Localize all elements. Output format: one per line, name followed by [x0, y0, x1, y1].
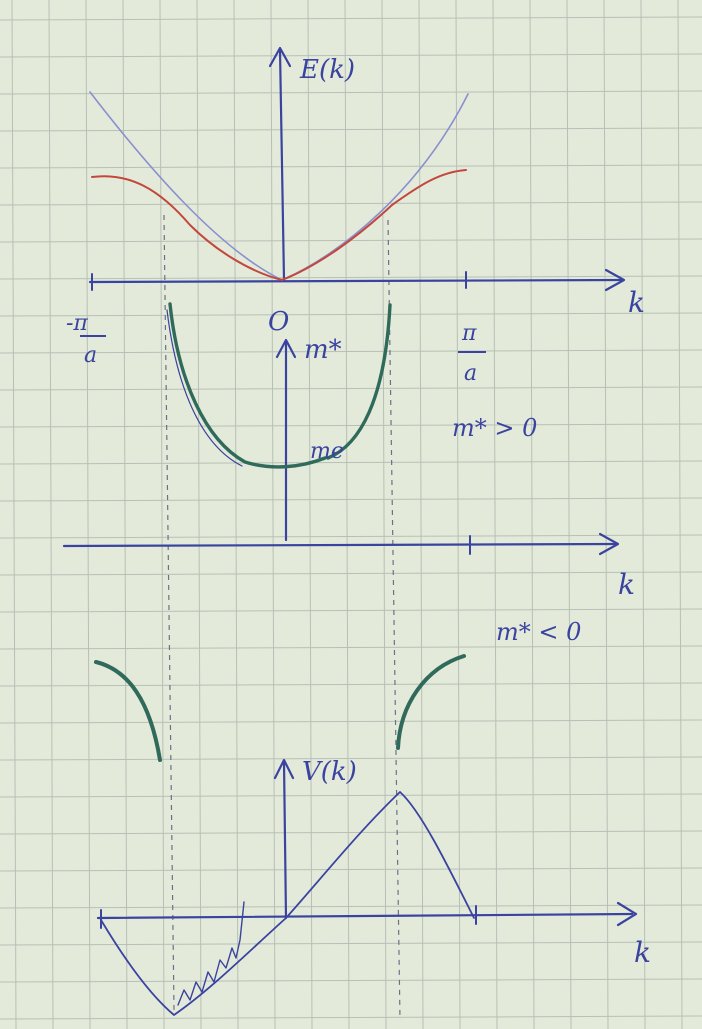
- grid-line-horizontal: [0, 127, 702, 132]
- grid-line-horizontal: [0, 571, 702, 576]
- grid-line-horizontal: [0, 867, 702, 872]
- k-axis-mid-arrowhead: [598, 532, 620, 556]
- positive-mass-curve-shadow: [166, 309, 243, 467]
- k-axis-top-arrowhead: [604, 268, 626, 292]
- neg-pi-denominator: a: [84, 343, 97, 368]
- k-axis-top: [88, 278, 624, 284]
- inflection-guides: [163, 214, 401, 1021]
- mass-axis-arrowhead: [275, 338, 297, 359]
- grid-line-horizontal: [0, 830, 702, 835]
- k-axis-mid: [62, 542, 618, 548]
- negative-mass-label: m* < 0: [496, 618, 581, 646]
- grid-line-vertical: [603, 0, 609, 1029]
- left-inflection-guide: [163, 214, 175, 1011]
- right-inflection-guide: [387, 219, 401, 1021]
- grid-line-vertical: [677, 0, 683, 1029]
- energy-axis-label: E(k): [299, 55, 355, 85]
- grid-line-horizontal: [0, 793, 702, 798]
- positive-mass-label: m* > 0: [452, 414, 537, 442]
- grid-line-horizontal: [0, 534, 702, 539]
- labels: E(k) k O -π a π a m* me m* > 0 k m* < 0 …: [66, 55, 651, 969]
- grid-line-vertical: [85, 0, 91, 1029]
- grid-line-horizontal: [0, 164, 702, 169]
- grid-line-vertical: [640, 0, 646, 1029]
- grid-line-vertical: [48, 0, 54, 1029]
- energy-panel: [88, 46, 626, 292]
- origin-label: O: [268, 307, 289, 337]
- grid-line-vertical: [307, 0, 313, 1029]
- pi-numerator: π: [461, 321, 477, 346]
- energy-band-curve: [91, 169, 467, 281]
- grid-line-horizontal: [0, 1015, 702, 1020]
- energy-axis: [278, 48, 286, 282]
- grid-line-horizontal: [0, 941, 702, 946]
- k-axis-bottom-arrowhead: [616, 901, 638, 927]
- grid-line-horizontal: [0, 719, 702, 724]
- grid-line-horizontal: [0, 497, 702, 502]
- grid-line-vertical: [11, 0, 17, 1029]
- grid-line-horizontal: [0, 386, 702, 391]
- grid-line-horizontal: [0, 756, 702, 761]
- k-axis-mid-label: k: [618, 568, 635, 601]
- velocity-hatching: [177, 901, 245, 1006]
- grid-line-vertical: [418, 0, 424, 1029]
- grid-line-vertical: [196, 0, 202, 1029]
- grid-line-vertical: [381, 0, 387, 1029]
- k-axis-bottom: [96, 912, 634, 920]
- grid-line-horizontal: [0, 16, 702, 21]
- k-axis-bottom-label: k: [634, 936, 651, 969]
- grid-line-horizontal: [0, 682, 702, 687]
- grid-line-horizontal: [0, 349, 702, 354]
- grid-line-horizontal: [0, 645, 702, 650]
- positive-mass-curve-right: [326, 303, 392, 460]
- velocity-curve: [100, 791, 475, 1016]
- grid-line-horizontal: [0, 423, 702, 428]
- grid-line-horizontal: [0, 978, 702, 983]
- velocity-axis-label: V(k): [302, 757, 357, 787]
- grid-line-horizontal: [0, 904, 702, 909]
- grid-line-vertical: [233, 0, 239, 1029]
- grid-line-horizontal: [0, 90, 702, 95]
- electron-mass-label: me: [310, 439, 344, 464]
- neg-pi-numerator: -π: [66, 311, 88, 336]
- energy-axis-arrowhead: [268, 46, 292, 68]
- free-electron-parabola: [89, 91, 469, 281]
- negative-mass-curve-left: [94, 660, 162, 762]
- grid-line-vertical: [566, 0, 572, 1029]
- grid-line-horizontal: [0, 608, 702, 613]
- velocity-axis: [282, 760, 288, 920]
- mass-panel: [62, 302, 620, 762]
- velocity-panel: [96, 758, 638, 1016]
- grid-line-vertical: [529, 0, 535, 1029]
- negative-mass-curve-right: [396, 654, 466, 750]
- grid-line-vertical: [122, 0, 128, 1029]
- grid-line-horizontal: [0, 460, 702, 465]
- grid-line-horizontal: [0, 312, 702, 317]
- k-axis-top-label: k: [628, 286, 645, 319]
- grid-line-vertical: [159, 0, 165, 1029]
- pi-denominator: a: [464, 361, 477, 386]
- grid-line-vertical: [344, 0, 350, 1029]
- grid-line-vertical: [492, 0, 498, 1029]
- mass-axis-label: m*: [304, 335, 342, 365]
- grid-line-horizontal: [0, 275, 702, 280]
- grid-line-vertical: [270, 0, 276, 1029]
- velocity-axis-arrowhead: [273, 758, 295, 780]
- grid-line-horizontal: [0, 53, 702, 58]
- grid-line-horizontal: [0, 201, 702, 206]
- grid-line-vertical: [455, 0, 461, 1029]
- positive-mass-curve: [168, 302, 327, 469]
